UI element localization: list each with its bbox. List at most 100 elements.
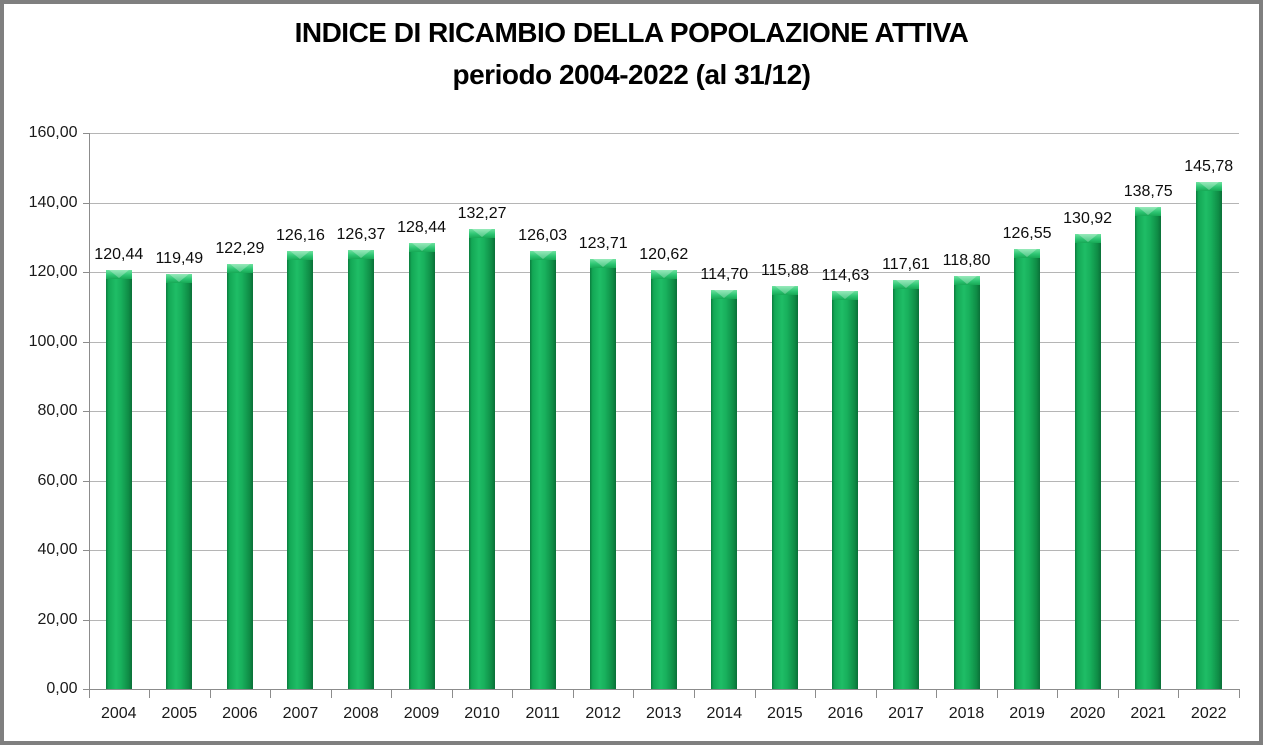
y-axis-tick-80 (82, 411, 89, 412)
bar-cap-2021 (1135, 206, 1162, 216)
bar-value-label-2010: 132,27 (457, 205, 507, 223)
x-axis-line (88, 689, 1240, 690)
x-axis-tick-14 (936, 690, 938, 698)
bar-cap-2010 (469, 229, 496, 239)
x-tick-label-2014: 2014 (706, 705, 743, 722)
y-axis-tick-40 (82, 550, 89, 551)
bar-cap-2009 (408, 242, 435, 252)
bar-cap-2007 (287, 250, 314, 260)
y-tick-label-80: 80,00 (37, 402, 78, 419)
x-axis-tick-16 (1057, 690, 1059, 698)
bar-2010 (469, 229, 496, 689)
x-axis-tick-10 (694, 690, 696, 698)
bar-value-label-2012: 123,71 (578, 235, 628, 253)
bar-2012 (590, 259, 617, 689)
bar-cap-2020 (1074, 234, 1101, 244)
x-axis-tick-9 (633, 690, 635, 698)
bar-2022 (1195, 182, 1222, 689)
x-tick-label-2017: 2017 (888, 705, 924, 722)
x-tick-label-2021: 2021 (1130, 705, 1166, 722)
bar-cap-2004 (105, 270, 132, 280)
bar-value-label-2004: 120,44 (94, 246, 144, 264)
x-axis-tick-6 (451, 690, 453, 698)
x-axis-tick-1 (149, 690, 151, 698)
x-axis-tick-17 (1117, 690, 1119, 698)
y-axis-tick-60 (82, 480, 89, 482)
bar-2013 (650, 269, 677, 689)
x-tick-label-2005: 2005 (161, 705, 198, 722)
bar-cap-2018 (953, 276, 980, 286)
bar-value-label-2022: 145,78 (1184, 158, 1234, 176)
bar-cap-2011 (529, 251, 556, 261)
bar-value-label-2008: 126,37 (336, 225, 386, 243)
bar-2007 (287, 250, 314, 689)
x-tick-label-2022: 2022 (1190, 705, 1227, 722)
x-axis-tick-0 (88, 690, 90, 698)
bar-cap-2008 (347, 249, 374, 259)
x-axis-tick-15 (996, 690, 998, 698)
bar-value-label-2011: 126,03 (518, 227, 568, 245)
bar-2011 (529, 251, 556, 689)
x-axis-tick-19 (1239, 690, 1240, 698)
bar-cap-2012 (590, 259, 617, 269)
bar-cap-2014 (711, 290, 738, 300)
bar-cap-2006 (226, 264, 253, 274)
x-tick-label-2007: 2007 (282, 705, 319, 722)
bar-value-label-2009: 128,44 (397, 218, 446, 236)
x-axis-tick-13 (875, 690, 877, 698)
bar-value-label-2017: 117,61 (882, 256, 930, 274)
bar-2009 (408, 242, 435, 689)
x-tick-label-2018: 2018 (948, 705, 985, 722)
x-axis-tick-2 (209, 690, 211, 698)
bar-value-label-2020: 130,92 (1063, 210, 1113, 228)
y-axis-tick-160 (82, 133, 89, 134)
bar-value-label-2013: 120,62 (639, 245, 689, 263)
gridline-140 (88, 202, 1239, 204)
bar-value-label-2016: 114,63 (821, 266, 870, 284)
bar-2018 (953, 276, 980, 689)
y-axis-tick-20 (82, 619, 89, 621)
x-axis-tick-7 (512, 690, 514, 698)
y-tick-label-140: 140,00 (28, 193, 78, 211)
bar-value-label-2006: 122,29 (215, 240, 265, 258)
x-axis-tick-5 (391, 690, 393, 698)
bar-value-label-2015: 115,88 (760, 262, 809, 280)
y-tick-label-160: 160,00 (28, 124, 78, 141)
plot-area: 0,00 20,00 40,00 60,00 80,00 100,00 120,00 140,… (4, 4, 1259, 741)
x-tick-label-2010: 2010 (464, 705, 500, 722)
bar-value-label-2005: 119,49 (155, 249, 204, 267)
bar-2014 (711, 290, 738, 689)
bar-cap-2005 (166, 273, 193, 283)
x-tick-label-2015: 2015 (767, 705, 803, 722)
x-tick-label-2009: 2009 (403, 705, 440, 722)
chart-title-line2: periodo 2004-2022 (al 31/12) (452, 59, 811, 90)
y-tick-label-20: 20,00 (37, 610, 78, 628)
bar-value-label-2019: 126,55 (1002, 225, 1052, 243)
x-axis-tick-12 (815, 690, 817, 698)
x-tick-label-2020: 2020 (1069, 705, 1106, 722)
y-axis-line (88, 133, 90, 689)
bar-cap-2013 (650, 269, 677, 279)
bar-2008 (347, 249, 374, 689)
gridline-160 (88, 133, 1239, 134)
chart-title-line1: INDICE DI RICAMBIO DELLA POPOLAZIONE ATT… (294, 17, 969, 48)
x-tick-label-2012: 2012 (585, 705, 621, 722)
bar-2016 (832, 290, 859, 689)
x-tick-label-2008: 2008 (343, 705, 379, 722)
x-axis-tick-8 (572, 690, 574, 698)
x-tick-label-2004: 2004 (100, 705, 137, 722)
x-tick-label-2006: 2006 (222, 705, 258, 722)
x-axis-tick-4 (330, 690, 332, 698)
bar-value-label-2014: 114,70 (700, 266, 749, 284)
bar-2021 (1135, 206, 1162, 689)
bar-cap-2017 (892, 280, 919, 290)
bar-2017 (892, 280, 919, 689)
bar-cap-2016 (832, 290, 859, 300)
x-tick-label-2016: 2016 (827, 705, 864, 722)
bar-value-label-2018: 118,80 (942, 252, 991, 270)
y-tick-label-120: 120,00 (28, 263, 78, 280)
bar-2019 (1014, 249, 1041, 689)
x-axis-tick-3 (270, 690, 272, 698)
bar-2004 (105, 270, 132, 689)
y-tick-label-60: 60,00 (37, 471, 78, 489)
